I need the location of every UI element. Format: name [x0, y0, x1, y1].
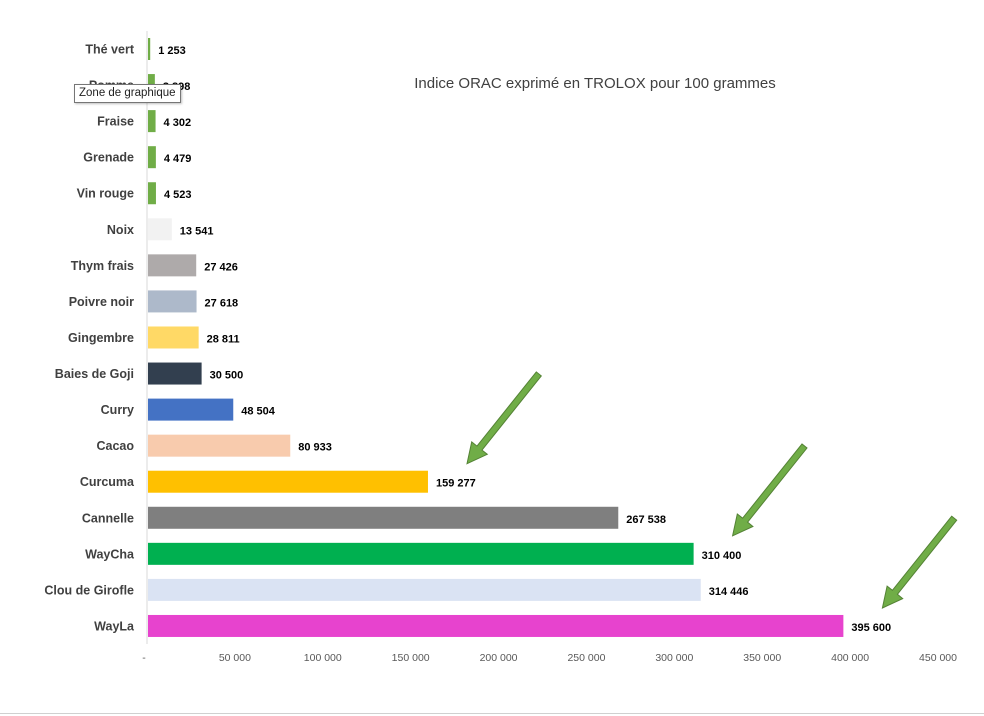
- bar-the-vert[interactable]: [148, 38, 151, 60]
- x-tick-label: 200 000: [480, 652, 518, 664]
- data-label: 4 302: [164, 117, 192, 129]
- category-label: Fraise: [97, 115, 134, 129]
- x-tick-label: 100 000: [304, 652, 342, 664]
- data-label: 314 446: [709, 586, 749, 598]
- category-label: Curcuma: [80, 475, 135, 489]
- data-label: 4 523: [164, 189, 192, 201]
- category-label: Baies de Goji: [55, 367, 134, 381]
- category-label: Cacao: [96, 439, 134, 453]
- x-tick-label: 250 000: [567, 652, 605, 664]
- category-label: Poivre noir: [69, 295, 134, 309]
- x-tick-label: 50 000: [219, 652, 251, 664]
- bar-clou-de-girofle[interactable]: [148, 578, 701, 601]
- data-label: 80 933: [298, 442, 332, 454]
- category-label: Noix: [107, 223, 134, 237]
- category-label: Vin rouge: [77, 187, 134, 201]
- bar-curry[interactable]: [148, 398, 234, 421]
- bars-group: [148, 38, 844, 637]
- x-axis-ticks: - 50 000 100 000 150 000 200 000 250 000 300 0…: [142, 652, 957, 664]
- data-label: 27 618: [205, 297, 239, 309]
- bar-cacao[interactable]: [148, 434, 291, 457]
- annotation-arrow: [881, 515, 958, 609]
- x-tick-label: 450 000: [919, 652, 957, 664]
- bar-noix[interactable]: [148, 218, 172, 241]
- data-label: 30 500: [210, 370, 244, 382]
- x-tick-label: 400 000: [831, 652, 869, 664]
- bar-fraise[interactable]: [148, 110, 156, 133]
- bar-wayla[interactable]: [148, 614, 844, 637]
- bar-baies-de-goji[interactable]: [148, 362, 202, 385]
- window-bottom-border: [0, 713, 984, 714]
- data-label: 13 541: [180, 225, 214, 237]
- x-tick-label: -: [142, 652, 146, 664]
- data-label: 4 479: [164, 153, 192, 165]
- data-label: 27 426: [204, 261, 238, 273]
- data-label: 310 400: [702, 550, 742, 562]
- data-label: 28 811: [207, 333, 240, 345]
- bar-waycha[interactable]: [148, 542, 694, 565]
- category-label: Curry: [101, 403, 134, 417]
- annotation-arrow: [466, 371, 543, 465]
- x-tick-label: 300 000: [655, 652, 693, 664]
- bar-grenade[interactable]: [148, 146, 156, 169]
- bar-cannelle[interactable]: [148, 506, 619, 529]
- data-label: 48 504: [241, 406, 276, 418]
- bar-thym-frais[interactable]: [148, 254, 197, 277]
- x-tick-label: 150 000: [392, 652, 430, 664]
- category-label: Cannelle: [82, 511, 134, 525]
- category-label: WayCha: [85, 547, 135, 561]
- bar-vin-rouge[interactable]: [148, 182, 156, 205]
- category-label: Thym frais: [71, 259, 134, 273]
- category-label: WayLa: [94, 619, 135, 633]
- chart-area-tooltip: Zone de graphique: [74, 84, 181, 103]
- annotation-arrow: [731, 443, 808, 537]
- data-label: 395 600: [851, 622, 891, 634]
- data-label: 267 538: [626, 514, 666, 526]
- x-tick-label: 350 000: [743, 652, 781, 664]
- chart-title: Indice ORAC exprimé en TROLOX pour 100 g…: [414, 75, 776, 92]
- category-label: Gingembre: [68, 331, 134, 345]
- bar-poivre-noir[interactable]: [148, 290, 197, 313]
- bar-curcuma[interactable]: [148, 470, 428, 493]
- data-label: 159 277: [436, 478, 476, 490]
- data-label: 1 253: [158, 45, 186, 57]
- category-label: Thé vert: [85, 43, 134, 57]
- annotation-arrows: [466, 371, 958, 609]
- category-labels: Thé vertPommeFraiseGrenadeVin rougeNoixT…: [44, 43, 135, 634]
- category-label: Clou de Girofle: [44, 583, 134, 597]
- category-label: Grenade: [83, 151, 134, 165]
- bar-gingembre[interactable]: [148, 326, 199, 349]
